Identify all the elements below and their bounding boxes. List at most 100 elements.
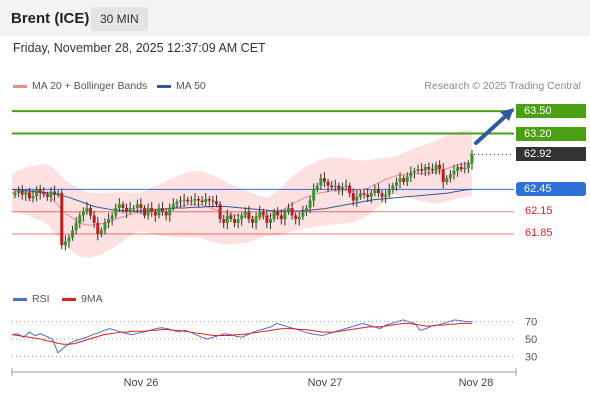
candle-body (200, 200, 204, 203)
candle-body (243, 211, 247, 216)
rsi-9ma-line (11, 322, 472, 345)
candle-body (463, 167, 467, 170)
candle-body (322, 178, 326, 182)
candle-body (286, 207, 290, 212)
candle-body (358, 193, 362, 197)
candle-body (229, 215, 233, 220)
candle-body (53, 191, 57, 195)
candle-body (161, 207, 165, 212)
candle-body (308, 200, 312, 208)
candle-body (369, 193, 373, 197)
candle-body (376, 189, 380, 194)
legend-ma50: MA 50 (157, 80, 206, 92)
candle-body (384, 194, 388, 197)
candle-body (233, 219, 237, 223)
candle-body (24, 192, 28, 195)
candle-body (222, 219, 226, 223)
candle-body (121, 204, 125, 208)
credit-text: Research © 2025 Trading Central (424, 80, 581, 92)
candle-body (63, 241, 67, 246)
candle-body (38, 189, 42, 194)
candle-body (207, 199, 211, 201)
candle-body (171, 204, 175, 208)
arrow-shaft (474, 112, 510, 145)
candle-body (240, 215, 244, 220)
candle-body (35, 189, 39, 197)
candle-body (250, 219, 254, 223)
candle-body (387, 189, 391, 195)
candle-body (215, 201, 219, 205)
candle-body (146, 207, 150, 216)
candle-body (276, 211, 280, 216)
ma50-swatch-icon (157, 84, 171, 88)
candle-body (261, 211, 265, 216)
candle-body (85, 207, 89, 212)
candle-body (186, 199, 190, 202)
trend-arrow-icon (474, 108, 514, 145)
candle-body (114, 207, 118, 216)
rsi-panel: 70 50 30 (11, 317, 537, 363)
level-tag-resistance: 63.20 (516, 126, 586, 141)
timeframe-button[interactable]: 30 MIN (91, 7, 148, 31)
candle-body (430, 169, 434, 171)
candle-body (81, 211, 85, 216)
candle-body (67, 237, 71, 242)
candle-body (456, 167, 460, 171)
rsi-tick-label: 50 (525, 334, 537, 346)
candle-body (380, 193, 384, 197)
candle-body (193, 199, 197, 201)
candle-body (441, 169, 445, 182)
candle-body (326, 181, 330, 186)
9ma-swatch-icon (62, 297, 76, 301)
candle-body (143, 207, 147, 216)
candle-body (423, 167, 427, 171)
candle-body (319, 178, 323, 186)
level-tag-support: 62.15 (525, 204, 553, 217)
candle-body (92, 215, 96, 223)
candle-body (71, 230, 75, 238)
candle-body (409, 172, 413, 177)
legend-rsi: RSI (13, 293, 50, 305)
candle-body (31, 196, 35, 199)
legend-ma20: MA 20 + Bollinger Bands (13, 80, 147, 92)
ma50-line (11, 188, 473, 212)
x-tick-label: Nov 26 (124, 377, 159, 389)
candle-body (459, 167, 463, 170)
candle-body (211, 200, 215, 202)
candle-body (294, 215, 298, 220)
candle-body (17, 190, 21, 194)
candle-body (366, 194, 370, 197)
candle-body (110, 215, 114, 220)
candle-body (340, 187, 344, 190)
rsi-swatch-icon (13, 297, 27, 301)
candle-body (304, 207, 308, 212)
candle-body (56, 193, 60, 195)
candle-body (362, 193, 366, 195)
candle-body (315, 185, 319, 190)
candle-body (268, 219, 272, 223)
candle-body (117, 204, 121, 208)
time-axis: Nov 26 Nov 27 Nov 28 (11, 368, 517, 389)
candle-body (132, 207, 136, 209)
candle-body (283, 211, 287, 220)
candle-body (452, 170, 456, 175)
candle-body (416, 169, 420, 171)
candle-body (272, 211, 276, 220)
candle-body (355, 196, 359, 201)
candle-body (89, 207, 93, 216)
candle-body (189, 200, 193, 202)
candle-body (164, 211, 168, 216)
candle-body (13, 193, 17, 196)
level-tag-support: 61.85 (525, 227, 553, 240)
candle-body (412, 170, 416, 173)
candle-body (45, 194, 49, 197)
candle-body (258, 211, 262, 217)
candle-body (434, 164, 438, 171)
candle-body (290, 207, 294, 216)
candle-body (27, 192, 31, 199)
candle-body (218, 204, 222, 220)
candle-body (175, 202, 179, 205)
x-tick-label: Nov 28 (459, 377, 494, 389)
candle-body (373, 189, 377, 194)
candle-body (125, 207, 129, 212)
